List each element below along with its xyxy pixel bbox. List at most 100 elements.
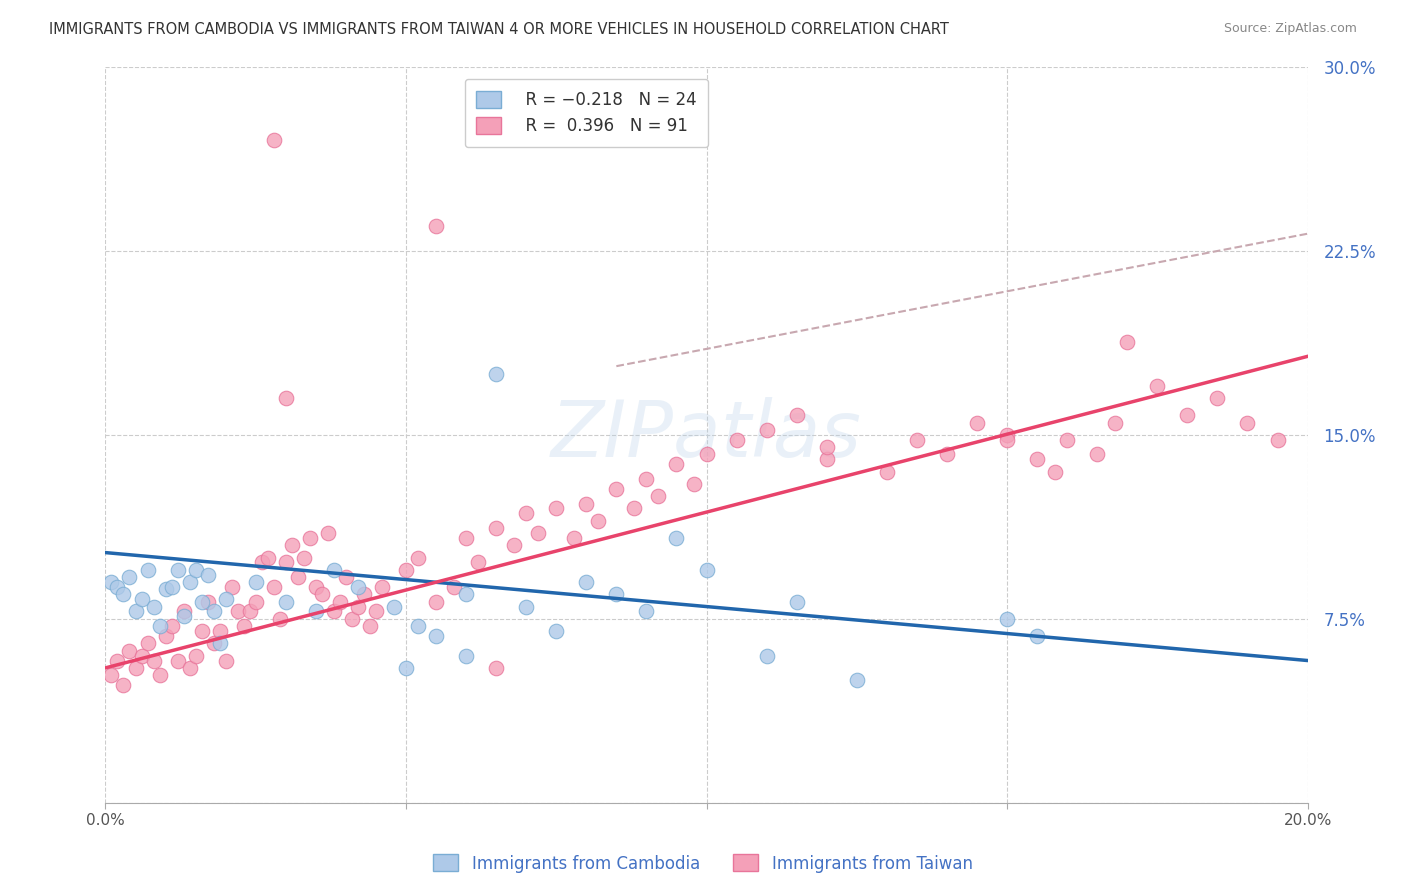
- Point: [683, 477, 706, 491]
- Point: [665, 531, 688, 545]
- Point: [179, 575, 201, 590]
- Point: [546, 501, 568, 516]
- Point: [725, 433, 748, 447]
- Point: [173, 605, 195, 619]
- Point: [515, 507, 537, 521]
- Point: [696, 448, 718, 462]
- Point: [995, 612, 1018, 626]
- Point: [263, 580, 285, 594]
- Point: [371, 580, 394, 594]
- Text: ZIPatlas: ZIPatlas: [551, 397, 862, 473]
- Point: [1116, 334, 1139, 349]
- Point: [142, 599, 165, 614]
- Point: [274, 555, 297, 570]
- Point: [292, 550, 315, 565]
- Point: [184, 563, 207, 577]
- Point: [179, 661, 201, 675]
- Point: [100, 668, 122, 682]
- Point: [815, 452, 838, 467]
- Point: [245, 575, 267, 590]
- Point: [575, 575, 598, 590]
- Point: [815, 440, 838, 454]
- Point: [305, 605, 328, 619]
- Point: [786, 595, 808, 609]
- Point: [287, 570, 309, 584]
- Point: [202, 636, 225, 650]
- Legend: Immigrants from Cambodia, Immigrants from Taiwan: Immigrants from Cambodia, Immigrants fro…: [426, 847, 980, 880]
- Point: [454, 587, 477, 601]
- Point: [1026, 629, 1049, 643]
- Point: [467, 555, 489, 570]
- Point: [274, 595, 297, 609]
- Text: IMMIGRANTS FROM CAMBODIA VS IMMIGRANTS FROM TAIWAN 4 OR MORE VEHICLES IN HOUSEHO: IMMIGRANTS FROM CAMBODIA VS IMMIGRANTS F…: [49, 22, 949, 37]
- Point: [160, 619, 183, 633]
- Point: [124, 661, 146, 675]
- Point: [485, 521, 508, 535]
- Point: [1085, 448, 1108, 462]
- Point: [443, 580, 465, 594]
- Point: [281, 538, 304, 552]
- Point: [353, 587, 375, 601]
- Point: [636, 605, 658, 619]
- Point: [197, 595, 219, 609]
- Point: [131, 592, 153, 607]
- Point: [335, 570, 357, 584]
- Point: [197, 567, 219, 582]
- Point: [1104, 416, 1126, 430]
- Point: [112, 587, 135, 601]
- Point: [298, 531, 321, 545]
- Text: Source: ZipAtlas.com: Source: ZipAtlas.com: [1223, 22, 1357, 36]
- Point: [118, 570, 141, 584]
- Point: [226, 605, 249, 619]
- Point: [623, 501, 645, 516]
- Point: [786, 409, 808, 423]
- Point: [166, 563, 188, 577]
- Point: [588, 514, 610, 528]
- Point: [214, 592, 236, 607]
- Point: [755, 423, 778, 437]
- Point: [1043, 465, 1066, 479]
- Legend:   R = −0.218   N = 24,   R =  0.396   N = 91: R = −0.218 N = 24, R = 0.396 N = 91: [464, 78, 709, 147]
- Point: [647, 489, 669, 503]
- Point: [184, 648, 207, 663]
- Point: [605, 482, 627, 496]
- Point: [995, 428, 1018, 442]
- Point: [311, 587, 333, 601]
- Point: [485, 367, 508, 381]
- Point: [269, 612, 291, 626]
- Point: [406, 550, 429, 565]
- Point: [395, 661, 418, 675]
- Point: [454, 648, 477, 663]
- Point: [322, 563, 344, 577]
- Point: [347, 599, 370, 614]
- Point: [395, 563, 418, 577]
- Point: [322, 605, 344, 619]
- Point: [173, 609, 195, 624]
- Point: [305, 580, 328, 594]
- Point: [166, 654, 188, 668]
- Point: [221, 580, 243, 594]
- Point: [148, 619, 170, 633]
- Point: [546, 624, 568, 639]
- Point: [131, 648, 153, 663]
- Point: [359, 619, 381, 633]
- Point: [364, 605, 387, 619]
- Point: [425, 219, 447, 234]
- Point: [250, 555, 273, 570]
- Point: [347, 580, 370, 594]
- Point: [515, 599, 537, 614]
- Point: [107, 654, 129, 668]
- Point: [190, 595, 212, 609]
- Point: [263, 134, 285, 148]
- Point: [136, 636, 159, 650]
- Point: [1206, 391, 1229, 405]
- Point: [1175, 409, 1198, 423]
- Point: [382, 599, 405, 614]
- Point: [136, 563, 159, 577]
- Point: [202, 605, 225, 619]
- Point: [107, 580, 129, 594]
- Point: [190, 624, 212, 639]
- Point: [1056, 433, 1078, 447]
- Point: [406, 619, 429, 633]
- Point: [160, 580, 183, 594]
